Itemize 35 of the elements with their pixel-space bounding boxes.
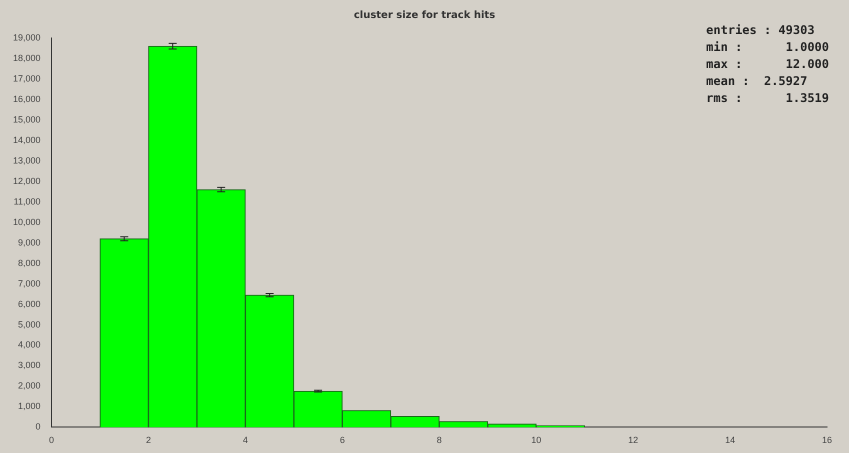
y-tick-label: 6,000 <box>18 298 41 309</box>
x-tick-label: 12 <box>628 435 638 446</box>
y-tick-label: 4,000 <box>18 340 41 350</box>
y-tick-label: 1,000 <box>18 401 41 412</box>
y-tick-label: 19,000 <box>12 32 41 42</box>
y-tick-label: 11,000 <box>14 196 41 206</box>
x-tick-label: 16 <box>822 435 832 446</box>
y-tick-label: 13,000 <box>12 155 41 166</box>
x-tick-label: 14 <box>725 435 736 446</box>
x-tick-label: 4 <box>242 435 248 446</box>
y-tick-label: 18,000 <box>12 52 41 63</box>
y-tick-label: 8,000 <box>18 258 41 268</box>
y-tick-label: 3,000 <box>18 360 41 370</box>
y-tick-label: 5,000 <box>18 319 41 330</box>
y-tick-label: 2,000 <box>18 380 41 391</box>
y-tick-label: 15,000 <box>12 114 41 124</box>
y-tick-label: 14,000 <box>12 134 41 145</box>
annotation: rms : 1.3519 <box>706 90 829 107</box>
y-tick-label: 10,000 <box>12 216 41 227</box>
y-tick-label: 17,000 <box>12 73 41 84</box>
x-tick-label: 6 <box>340 435 345 446</box>
y-tick-label: 16,000 <box>12 94 41 104</box>
x-tick-label: 10 <box>531 435 542 446</box>
x-tick-label: 0 <box>49 435 54 446</box>
x-tick-label: 2 <box>146 435 151 446</box>
x-tick-label: 8 <box>436 435 442 446</box>
annotation: max : 12.000 <box>706 56 829 73</box>
y-tick-label: 0 <box>36 422 41 432</box>
y-tick-label: 12,000 <box>12 176 41 186</box>
text: entries : 49303 <box>706 22 816 39</box>
chart-title: cluster size for track hits <box>352 10 496 21</box>
annotation: mean : 2.5927 <box>706 73 808 90</box>
y-tick-label: 9,000 <box>18 237 41 248</box>
annotation: min : 1.0000 <box>706 39 829 56</box>
y-tick-label: 7,000 <box>18 278 41 288</box>
